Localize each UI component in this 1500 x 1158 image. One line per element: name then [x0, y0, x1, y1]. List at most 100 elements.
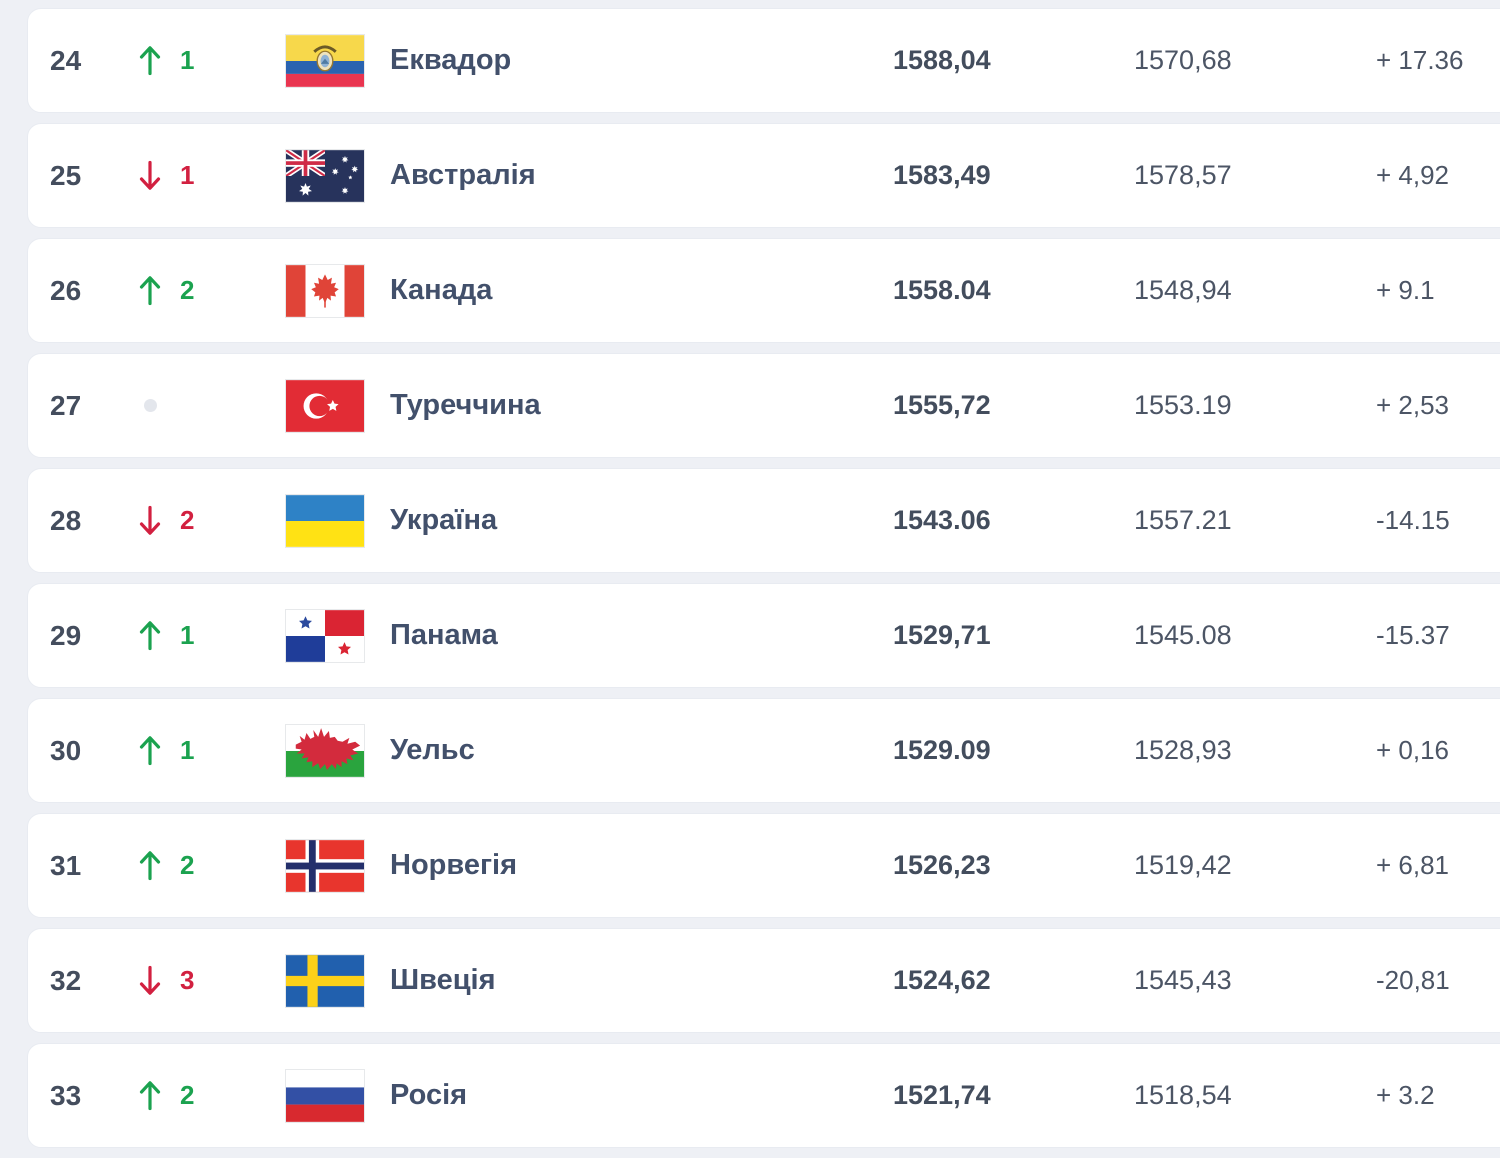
points-current: 1555,72 [893, 390, 991, 420]
movement-value: 1 [180, 45, 195, 75]
flag-canada-icon [286, 264, 364, 317]
rank-movement [138, 354, 248, 457]
rank-movement: 2 [138, 239, 248, 342]
points-change: + 6,81 [1376, 850, 1450, 880]
country-name: Еквадор [390, 44, 512, 76]
rank-movement: 1 [138, 9, 248, 112]
points-change: + 0,16 [1376, 735, 1450, 765]
rank-number: 25 [50, 159, 82, 191]
rank-movement: 3 [138, 929, 248, 1032]
rank-movement: 1 [138, 699, 248, 802]
points-previous: 1528,93 [1134, 735, 1232, 765]
country-name: Туреччина [390, 389, 541, 421]
no-change-dot-icon [138, 399, 162, 412]
points-current: 1543.06 [893, 505, 991, 535]
rank-movement: 2 [138, 1044, 248, 1147]
ranking-row[interactable]: 26 2 Канада 1558.04 1548,94 + 9.1 [27, 238, 1500, 343]
flag-wales-icon [286, 724, 364, 777]
flag-ukraine-icon [286, 494, 364, 547]
rank-number: 32 [50, 964, 82, 996]
country-name: Україна [390, 504, 498, 536]
flag-norway-icon [286, 839, 364, 892]
points-previous: 1570,68 [1134, 45, 1232, 75]
ranking-row[interactable]: 31 2 Норвегія 1526,23 1519,42 + 6,81 [27, 813, 1500, 918]
rank-number: 31 [50, 849, 82, 881]
movement-value: 1 [180, 735, 195, 765]
rank-number: 28 [50, 504, 82, 536]
points-previous: 1553.19 [1134, 390, 1232, 420]
rank-number: 26 [50, 274, 82, 306]
rank-movement: 1 [138, 584, 248, 687]
points-current: 1529.09 [893, 735, 991, 765]
country-name: Панама [390, 619, 498, 651]
ranking-row[interactable]: 33 2 Росія 1521,74 1518,54 + 3.2 [27, 1043, 1500, 1148]
points-current: 1558.04 [893, 275, 991, 305]
movement-value: 2 [180, 1080, 195, 1110]
movement-value: 2 [180, 275, 195, 305]
points-previous: 1519,42 [1134, 850, 1232, 880]
ranking-table: 24 1 Еквадор 1588,04 1570,68 + 17.36 25 … [27, 8, 1500, 1158]
points-current: 1583,49 [893, 160, 991, 190]
ranking-row[interactable]: 28 2 Україна 1543.06 1557.21 -14.15 [27, 468, 1500, 573]
points-change: + 3.2 [1376, 1080, 1435, 1110]
movement-value: 1 [180, 160, 195, 190]
rank-number: 29 [50, 619, 82, 651]
rank-number: 33 [50, 1079, 82, 1111]
points-change: + 9.1 [1376, 275, 1435, 305]
points-change: + 4,92 [1376, 160, 1450, 190]
ranking-row[interactable]: 27 Туреччина 1555,72 1553.19 + 2,53 [27, 353, 1500, 458]
flag-ecuador-icon [286, 34, 364, 87]
country-name: Швеція [390, 964, 496, 996]
points-change: -20,81 [1376, 965, 1450, 995]
points-change: + 17.36 [1376, 45, 1464, 75]
points-previous: 1578,57 [1134, 160, 1232, 190]
points-current: 1524,62 [893, 965, 991, 995]
movement-value: 2 [180, 850, 195, 880]
flag-russia-icon [286, 1069, 364, 1122]
country-name: Канада [390, 274, 493, 306]
movement-value: 1 [180, 620, 195, 650]
arrow-up-icon [138, 1079, 162, 1112]
arrow-down-icon [138, 964, 162, 997]
arrow-up-icon [138, 274, 162, 307]
arrow-up-icon [138, 734, 162, 767]
arrow-down-icon [138, 504, 162, 537]
country-name: Австралія [390, 159, 536, 191]
ranking-row[interactable]: 29 1 Панама 1529,71 1545.08 -15.37 [27, 583, 1500, 688]
country-name: Уельс [390, 734, 475, 766]
arrow-up-icon [138, 849, 162, 882]
points-current: 1526,23 [893, 850, 991, 880]
movement-value: 2 [180, 505, 195, 535]
flag-australia-icon [286, 149, 364, 202]
points-previous: 1518,54 [1134, 1080, 1232, 1110]
points-current: 1521,74 [893, 1080, 991, 1110]
movement-value: 3 [180, 965, 195, 995]
arrow-down-icon [138, 159, 162, 192]
arrow-up-icon [138, 44, 162, 77]
points-previous: 1557.21 [1134, 505, 1232, 535]
rank-number: 30 [50, 734, 82, 766]
ranking-row[interactable]: 24 1 Еквадор 1588,04 1570,68 + 17.36 [27, 8, 1500, 113]
points-current: 1529,71 [893, 620, 991, 650]
points-current: 1588,04 [893, 45, 991, 75]
rank-movement: 2 [138, 814, 248, 917]
points-previous: 1545,43 [1134, 965, 1232, 995]
rank-movement: 2 [138, 469, 248, 572]
points-change: -15.37 [1376, 620, 1450, 650]
points-previous: 1545.08 [1134, 620, 1232, 650]
ranking-row[interactable]: 32 3 Швеція 1524,62 1545,43 -20,81 [27, 928, 1500, 1033]
ranking-row[interactable]: 25 1 Австралія 1583,49 1578,57 + 4,92 [27, 123, 1500, 228]
rank-movement: 1 [138, 124, 248, 227]
points-previous: 1548,94 [1134, 275, 1232, 305]
country-name: Норвегія [390, 849, 518, 881]
ranking-row[interactable]: 30 1 Уельс 1529.09 1528,93 + 0,16 [27, 698, 1500, 803]
arrow-up-icon [138, 619, 162, 652]
country-name: Росія [390, 1079, 468, 1111]
flag-turkey-icon [286, 379, 364, 432]
points-change: + 2,53 [1376, 390, 1450, 420]
points-change: -14.15 [1376, 505, 1450, 535]
rank-number: 24 [50, 44, 82, 76]
rank-number: 27 [50, 389, 82, 421]
flag-panama-icon [286, 609, 364, 662]
flag-sweden-icon [286, 954, 364, 1007]
